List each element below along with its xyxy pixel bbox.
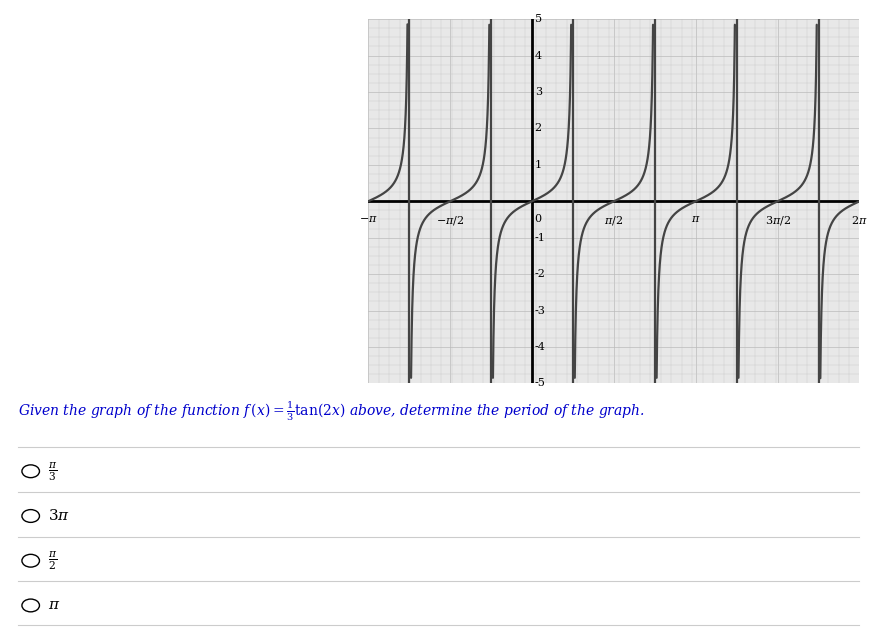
Text: $3\pi/2$: $3\pi/2$ <box>765 214 791 227</box>
Text: 1: 1 <box>535 160 542 170</box>
Text: $\pi$: $\pi$ <box>48 599 61 612</box>
Text: $-\pi/2$: $-\pi/2$ <box>436 214 465 227</box>
Text: 4: 4 <box>535 50 542 61</box>
Text: -5: -5 <box>535 378 545 389</box>
Text: 2: 2 <box>535 123 542 134</box>
Text: $\pi/2$: $\pi/2$ <box>604 214 624 227</box>
Text: $-\pi$: $-\pi$ <box>359 214 378 224</box>
Text: 5: 5 <box>535 14 542 24</box>
Text: $\frac{\pi}{3}$: $\frac{\pi}{3}$ <box>48 460 58 482</box>
Text: 3: 3 <box>535 87 542 97</box>
Text: -4: -4 <box>535 342 545 352</box>
Text: $2\pi$: $2\pi$ <box>852 214 867 226</box>
Text: -1: -1 <box>535 233 545 243</box>
Text: -2: -2 <box>535 269 545 279</box>
Text: 0: 0 <box>535 214 542 224</box>
Text: $3\pi$: $3\pi$ <box>48 509 70 523</box>
Text: $\pi$: $\pi$ <box>691 214 701 224</box>
Text: -3: -3 <box>535 305 545 316</box>
Text: Given the graph of the function $f\,(x) = \frac{1}{3}\tan(2x)$ above, determine : Given the graph of the function $f\,(x) … <box>18 399 645 423</box>
Text: $\frac{\pi}{2}$: $\frac{\pi}{2}$ <box>48 550 58 572</box>
